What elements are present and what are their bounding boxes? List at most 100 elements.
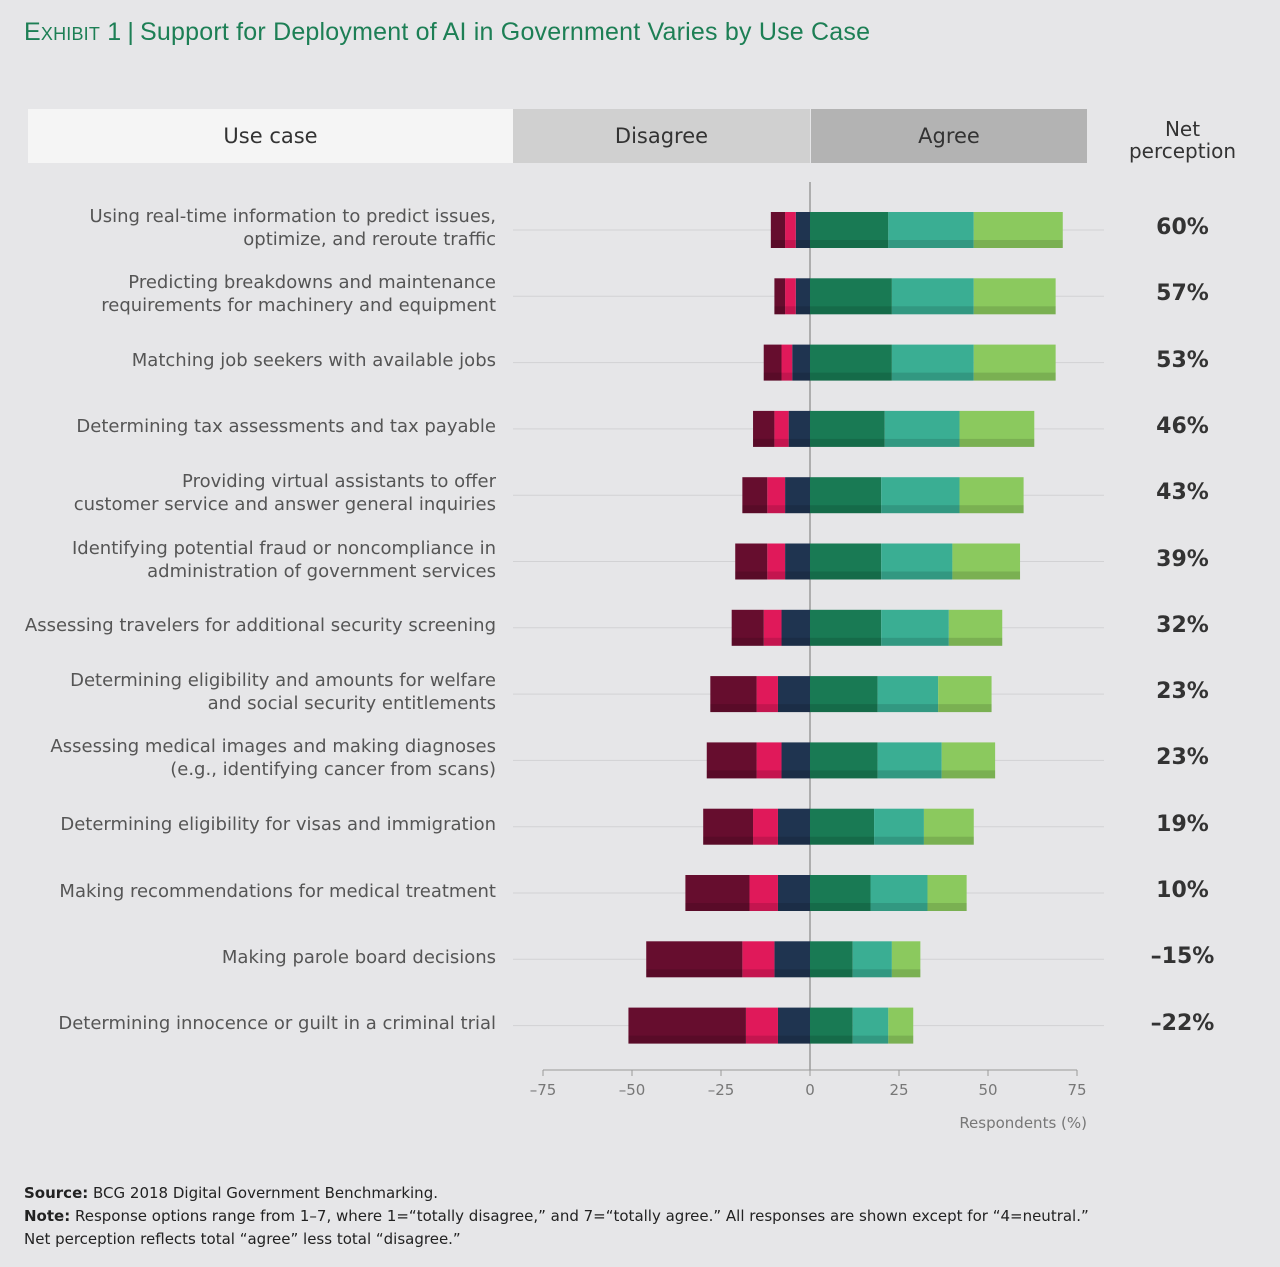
x-tick-label: –50: [619, 1081, 646, 1099]
bar-shade: [774, 306, 786, 315]
bar-disagree-weak: [788, 410, 810, 447]
bar-agree-strong: [959, 477, 1024, 514]
bar-agree-strong: [927, 875, 967, 911]
bar-shade: [774, 969, 810, 978]
bar-shade: [763, 637, 782, 646]
bar-shade: [973, 372, 1056, 381]
note-label: Note:: [24, 1207, 71, 1225]
bar-shade: [938, 704, 992, 713]
use-case-label: Determining eligibility for visas and im…: [60, 814, 496, 836]
bar-agree-medium: [874, 808, 924, 845]
use-case-label: Determining eligibility and amounts for …: [70, 670, 496, 715]
x-tick-label: –25: [708, 1081, 735, 1099]
bar-shade: [927, 903, 967, 911]
bar-shade: [952, 571, 1021, 580]
bar-disagree-weak: [795, 212, 810, 248]
net-perception-value: 60%: [1156, 215, 1209, 240]
bar-disagree-weak: [781, 609, 810, 646]
bar-shade: [810, 438, 885, 447]
bar-agree-weak: [810, 543, 882, 580]
bar-disagree-strong: [742, 477, 768, 514]
use-case-label: Making parole board decisions: [221, 946, 496, 968]
bar-shade: [959, 505, 1024, 514]
bar-disagree-strong: [731, 609, 764, 646]
bar-shade: [792, 372, 810, 381]
bar-shade: [810, 704, 878, 713]
use-case-label: Making recommendations for medical treat…: [59, 880, 496, 902]
bar-shade: [881, 637, 949, 646]
bar-shade: [810, 571, 882, 580]
note-line: Note: Response options range from 1–7, w…: [24, 1205, 1244, 1228]
bar-disagree-strong: [710, 676, 757, 713]
bar-shade: [767, 571, 786, 580]
bar-shade: [628, 1035, 746, 1044]
bar-shade: [785, 571, 810, 580]
bar-disagree-strong: [735, 543, 768, 580]
bar-agree-strong: [923, 808, 974, 845]
bar-agree-weak: [810, 609, 882, 646]
bar-shade: [781, 637, 810, 646]
bar-shade: [810, 836, 875, 845]
bar-shade: [745, 1035, 778, 1044]
bar-shade: [810, 969, 853, 978]
bar-shade: [810, 903, 871, 911]
bar-shade: [785, 505, 810, 514]
bar-disagree-weak: [795, 278, 810, 315]
use-case-label: Assessing travelers for additional secur…: [24, 615, 496, 637]
bar-disagree-medium: [781, 344, 793, 381]
bar-agree-medium: [877, 676, 939, 713]
bar-agree-weak: [810, 808, 875, 845]
net-perception-value: 53%: [1156, 347, 1209, 373]
bar-agree-strong: [938, 676, 992, 713]
bar-disagree-medium: [767, 477, 786, 514]
bar-shade: [810, 1035, 853, 1044]
use-case-label: Matching job seekers with available jobs: [131, 350, 496, 372]
bar-shade: [753, 836, 778, 845]
bar-disagree-weak: [777, 676, 810, 713]
x-tick-label: 75: [1067, 1081, 1086, 1099]
bar-shade: [777, 1035, 810, 1044]
bar-disagree-weak: [792, 344, 810, 381]
bar-disagree-weak: [777, 1007, 810, 1044]
bar-shade: [948, 637, 1003, 646]
bar-agree-medium: [884, 410, 960, 447]
bar-disagree-weak: [774, 941, 810, 978]
net-perception-value: 23%: [1156, 745, 1209, 771]
bar-shade: [685, 903, 750, 911]
bar-shade: [888, 1035, 914, 1044]
bar-disagree-strong: [753, 410, 775, 447]
bar-agree-medium: [891, 278, 974, 315]
note-text: Response options range from 1–7, where 1…: [70, 1207, 1089, 1225]
bar-disagree-strong: [685, 875, 750, 911]
bar-disagree-strong: [763, 344, 782, 381]
bar-shade: [756, 704, 778, 713]
bar-disagree-medium: [745, 1007, 778, 1044]
net-perception-value: –22%: [1150, 1010, 1215, 1036]
bar-shade: [731, 637, 764, 646]
bar-disagree-medium: [785, 212, 796, 248]
bar-agree-weak: [810, 676, 878, 713]
bar-disagree-medium: [753, 808, 778, 845]
bar-disagree-strong: [706, 742, 757, 779]
bar-disagree-strong: [628, 1007, 746, 1044]
bar-shade: [742, 505, 768, 514]
bar-agree-strong: [891, 941, 921, 978]
bar-shade: [874, 836, 924, 845]
bar-agree-weak: [810, 1007, 853, 1044]
bar-shade: [923, 836, 974, 845]
net-perception-value: 32%: [1156, 612, 1209, 638]
header-net-perception: Net perception: [1128, 117, 1237, 163]
bar-agree-strong: [941, 742, 996, 779]
bar-shade: [810, 505, 882, 514]
x-tick-label: 50: [978, 1081, 997, 1099]
bar-agree-weak: [810, 875, 871, 911]
net-perception-value: 19%: [1156, 811, 1209, 837]
bar-agree-weak: [810, 742, 878, 779]
bar-shade: [852, 969, 892, 978]
bar-shade: [881, 571, 953, 580]
bar-agree-strong: [952, 543, 1021, 580]
bar-agree-strong: [973, 212, 1063, 248]
bar-disagree-medium: [763, 609, 782, 646]
bar-shade: [749, 903, 778, 911]
bar-disagree-medium: [756, 742, 782, 779]
